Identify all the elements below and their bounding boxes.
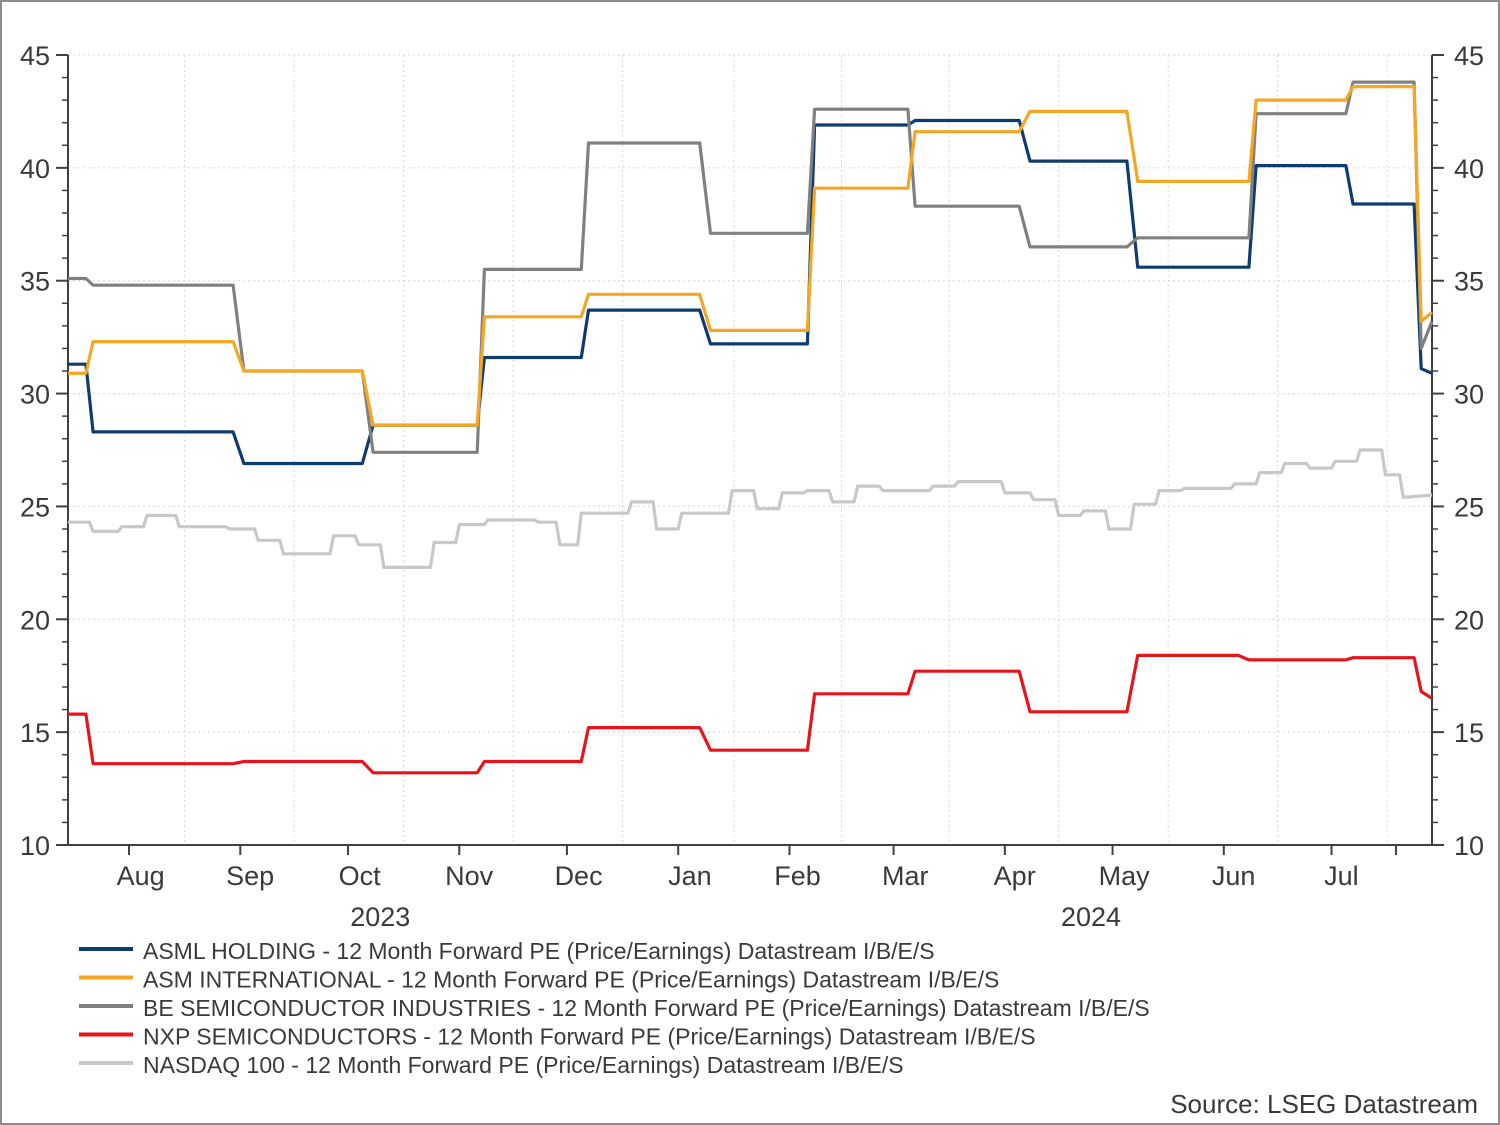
y-tick-label-left: 15: [20, 718, 50, 748]
y-tick-label-left: 10: [20, 831, 50, 861]
gridlines: [68, 54, 1432, 845]
x-tick-label: Jun: [1212, 861, 1256, 891]
source-label: Source: LSEG Datastream: [1170, 1089, 1478, 1119]
y-tick-label-right: 35: [1454, 267, 1484, 297]
x-tick-label: Oct: [339, 861, 382, 891]
y-tick-label-left: 20: [20, 605, 50, 635]
y-tick-label-left: 40: [20, 154, 50, 184]
legend-label: NASDAQ 100 - 12 Month Forward PE (Price/…: [143, 1052, 904, 1078]
y-tick-label-right: 10: [1454, 831, 1484, 861]
y-tick-label-right: 20: [1454, 605, 1484, 635]
x-tick-label: Dec: [555, 861, 603, 891]
x-tick-label: Jan: [668, 861, 712, 891]
x-year-label: 2024: [1061, 902, 1121, 932]
series-line-1: [68, 84, 1434, 427]
x-tick-label: May: [1099, 861, 1151, 891]
x-tick-label: Sep: [226, 861, 274, 891]
x-tick-label: Nov: [445, 861, 494, 891]
legend-label: NXP SEMICONDUCTORS - 12 Month Forward PE…: [143, 1024, 1036, 1050]
x-year-label: 2023: [350, 902, 410, 932]
legend: ASML HOLDING - 12 Month Forward PE (Pric…: [79, 938, 1150, 1078]
y-tick-label-left: 25: [20, 492, 50, 522]
series-lines: [68, 80, 1434, 775]
y-tick-label-right: 30: [1454, 380, 1484, 410]
x-tick-label: Jul: [1324, 861, 1359, 891]
y-tick-label-right: 45: [1454, 41, 1484, 71]
series-line-0: [68, 118, 1433, 466]
y-tick-label-left: 45: [20, 41, 50, 71]
legend-label: ASM INTERNATIONAL - 12 Month Forward PE …: [143, 967, 999, 993]
y-tick-label-left: 30: [20, 380, 50, 410]
x-tick-label: Mar: [882, 861, 929, 891]
x-tick-label: Apr: [994, 861, 1036, 891]
series-line-4: [68, 448, 1433, 570]
x-tick-label: Feb: [774, 861, 821, 891]
axes: 10 10 15 15 20 20 25 25 30 30 35 35 40 40 45 45 Aug Sep Oc…: [20, 41, 1484, 932]
series-line-3: [68, 653, 1433, 775]
y-tick-label-right: 25: [1454, 492, 1484, 522]
y-tick-label-right: 40: [1454, 154, 1484, 184]
y-tick-label-right: 15: [1454, 718, 1484, 748]
y-tick-label-left: 35: [20, 267, 50, 297]
legend-label: ASML HOLDING - 12 Month Forward PE (Pric…: [143, 938, 935, 964]
legend-label: BE SEMICONDUCTOR INDUSTRIES - 12 Month F…: [143, 995, 1150, 1021]
x-tick-label: Aug: [117, 861, 165, 891]
